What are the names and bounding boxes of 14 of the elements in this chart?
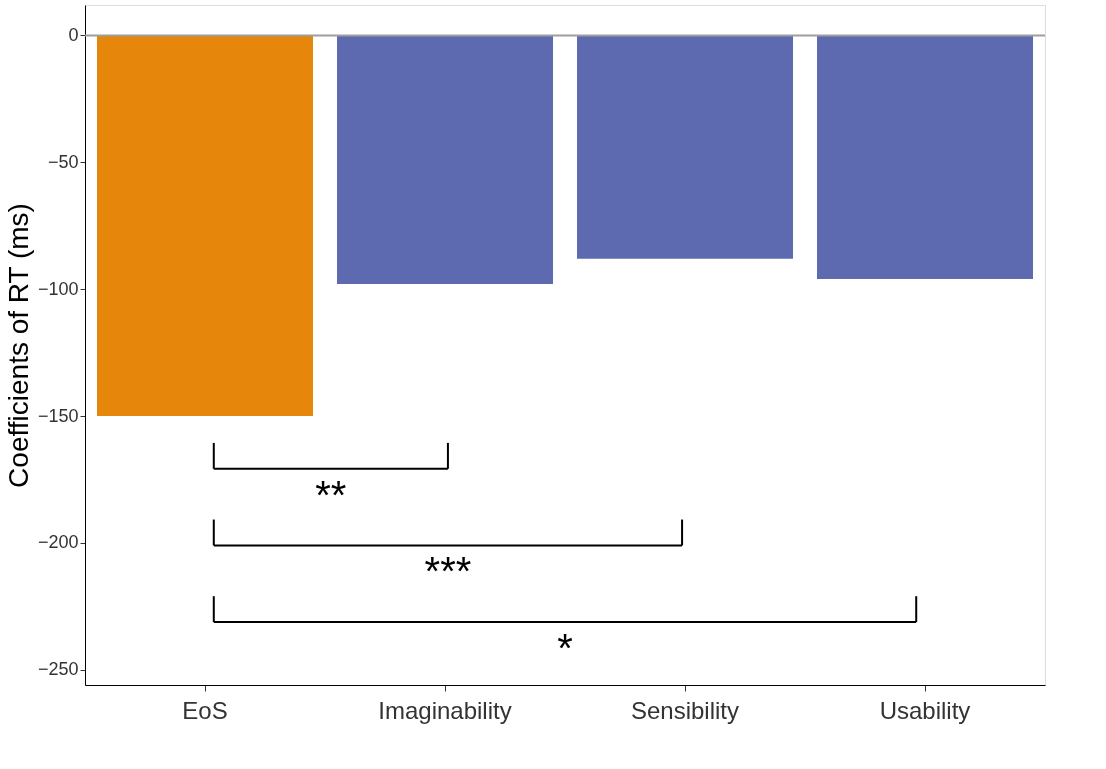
y-tick-label: −150 [37, 405, 79, 426]
annotation: ** [315, 472, 347, 517]
x-tick-label: EoS [182, 696, 228, 724]
y-tick-label: −250 [37, 659, 79, 680]
y-axis-title: Coefficients of RT (ms) [2, 203, 34, 488]
x-tick-label: Imaginability [378, 696, 512, 724]
annotation: * [557, 626, 573, 671]
x-tick-label: Usability [879, 696, 971, 724]
annotation: *** [424, 549, 472, 594]
y-tick-label: −200 [37, 532, 79, 553]
y-tick-label: −100 [37, 278, 79, 299]
y-tick-label: 0 [68, 24, 79, 45]
x-tick-label: Sensibility [630, 696, 740, 724]
y-tick-label: −50 [47, 151, 79, 172]
